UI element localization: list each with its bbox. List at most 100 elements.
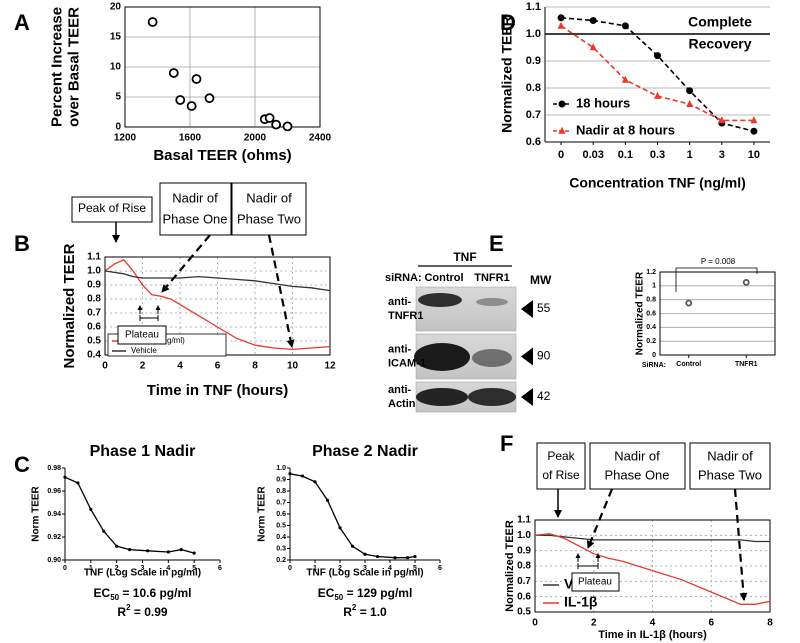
data-point — [685, 299, 693, 307]
x-tick-label: 6 — [218, 565, 222, 572]
data-point — [175, 95, 186, 105]
x-tick-label: 8 — [767, 618, 773, 629]
legend-label: 18 hours — [576, 95, 630, 110]
annotation-box — [536, 442, 586, 490]
y-tick-label: 0.9 — [517, 545, 531, 556]
x-tick-label: 0 — [102, 361, 108, 372]
x-tick-label: 1 — [687, 149, 693, 161]
annotation-box — [159, 182, 232, 236]
y-tick-label: 0.3 — [276, 545, 286, 552]
r2-prefix: R — [117, 605, 126, 619]
data-point — [375, 554, 380, 559]
y-axis-label: Percent Increase — [48, 7, 65, 127]
y-tick-label: 0 — [652, 352, 656, 359]
y-tick-label: 0.6 — [517, 591, 531, 602]
y-tick-label: 10 — [110, 62, 122, 73]
y-tick-label: 0.8 — [646, 297, 656, 304]
ec50-label: EC50 = 129 pg/ml — [318, 586, 413, 602]
legend-marker — [558, 126, 566, 134]
annotation-arrow — [733, 488, 748, 601]
y-tick-label: 0.5 — [87, 336, 101, 347]
legend-label: Nadir at 8 hours — [576, 122, 675, 137]
panel-letter: F — [500, 431, 513, 456]
annotation: Phase Two — [237, 211, 301, 226]
y-axis-label: Normalized TEER — [61, 243, 78, 368]
data-point — [557, 21, 565, 29]
y-tick-label: 0.2 — [646, 338, 656, 345]
x-tick-label: 0 — [558, 149, 564, 161]
panel-letter: B — [14, 231, 30, 256]
y-tick-label: 0.8 — [517, 561, 531, 572]
data-point — [654, 91, 661, 99]
x-tick-label: Control — [676, 361, 701, 368]
data-point — [750, 116, 758, 124]
blot-band — [414, 343, 470, 371]
sirna-label: siRNA: — [385, 272, 422, 284]
mw-label: MW — [530, 273, 552, 287]
x-tick-label: 4 — [388, 565, 392, 572]
data-point — [589, 17, 597, 24]
annotation-box — [689, 442, 771, 490]
x-tick-label: 6 — [708, 618, 714, 629]
r2-superscript: 2 — [126, 603, 131, 612]
blot-image — [415, 286, 517, 332]
data-point — [282, 121, 293, 132]
blot-row-label: anti- — [388, 384, 412, 396]
annotation: Recovery — [688, 36, 751, 52]
x-tick-label: 5 — [192, 565, 196, 572]
data-point — [589, 43, 597, 51]
y-tick-label: 0.4 — [276, 534, 286, 541]
panel-letter: D — [500, 10, 516, 35]
annotation: of Rise — [542, 468, 580, 482]
data-point — [718, 116, 726, 124]
r2-value: = 1.0 — [356, 605, 387, 619]
data-point — [179, 548, 183, 552]
ec50-subscript: 50 — [110, 593, 119, 602]
x-tick-label: 8 — [252, 361, 258, 372]
x-axis-label: Time in TNF (hours) — [147, 382, 288, 399]
data-point — [127, 548, 132, 552]
data-point — [742, 278, 750, 286]
data-point — [621, 75, 629, 83]
ec50-prefix: EC — [318, 586, 335, 600]
plot-frame — [659, 271, 776, 356]
x-tick-label: 1 — [313, 565, 317, 572]
y-tick-label: 1 — [652, 283, 656, 290]
y-tick-label: 0.90 — [47, 557, 61, 564]
data-point — [115, 544, 119, 548]
x-axis-label: SiRNA: — [642, 362, 666, 369]
data-point — [146, 549, 150, 553]
x-tick-label: 2000 — [244, 133, 267, 144]
data-point — [271, 119, 282, 130]
x-tick-label: 1 — [89, 565, 93, 572]
blot-band — [418, 293, 462, 307]
series-line — [104, 270, 331, 292]
panel-letter: C — [14, 452, 30, 477]
data-point — [89, 507, 93, 511]
series-line — [64, 476, 195, 554]
data-point — [313, 480, 317, 484]
lane-label: Control — [424, 272, 463, 284]
x-tick-label: 2 — [591, 618, 597, 629]
mw-arrow — [521, 388, 533, 406]
annotation: Plateau — [125, 330, 159, 341]
panel-letter: E — [489, 231, 504, 256]
x-axis-label: Concentration TNF (ng/ml) — [569, 175, 746, 191]
annotation-arrow — [161, 234, 211, 293]
mw-value: 42 — [537, 389, 551, 403]
y-tick-label: 0.7 — [526, 109, 541, 121]
x-tick-label: 2 — [115, 565, 119, 572]
r2-label: R2 = 1.0 — [343, 603, 387, 619]
y-axis-label: Normalized TEER — [635, 271, 646, 355]
blot-band — [416, 388, 468, 406]
plot-frame — [534, 519, 771, 613]
data-point — [168, 68, 179, 78]
y-tick-label: 0.98 — [47, 465, 61, 472]
data-point — [191, 74, 202, 84]
y-tick-label: 0.94 — [47, 511, 61, 518]
x-axis-label: Time in IL-1β (hours) — [598, 629, 707, 641]
annotation: Plateau — [578, 577, 612, 588]
y-tick-label: 1.0 — [276, 465, 286, 472]
r2-label: R2 = 0.99 — [117, 603, 167, 619]
y-tick-label: 0.9 — [276, 476, 286, 483]
